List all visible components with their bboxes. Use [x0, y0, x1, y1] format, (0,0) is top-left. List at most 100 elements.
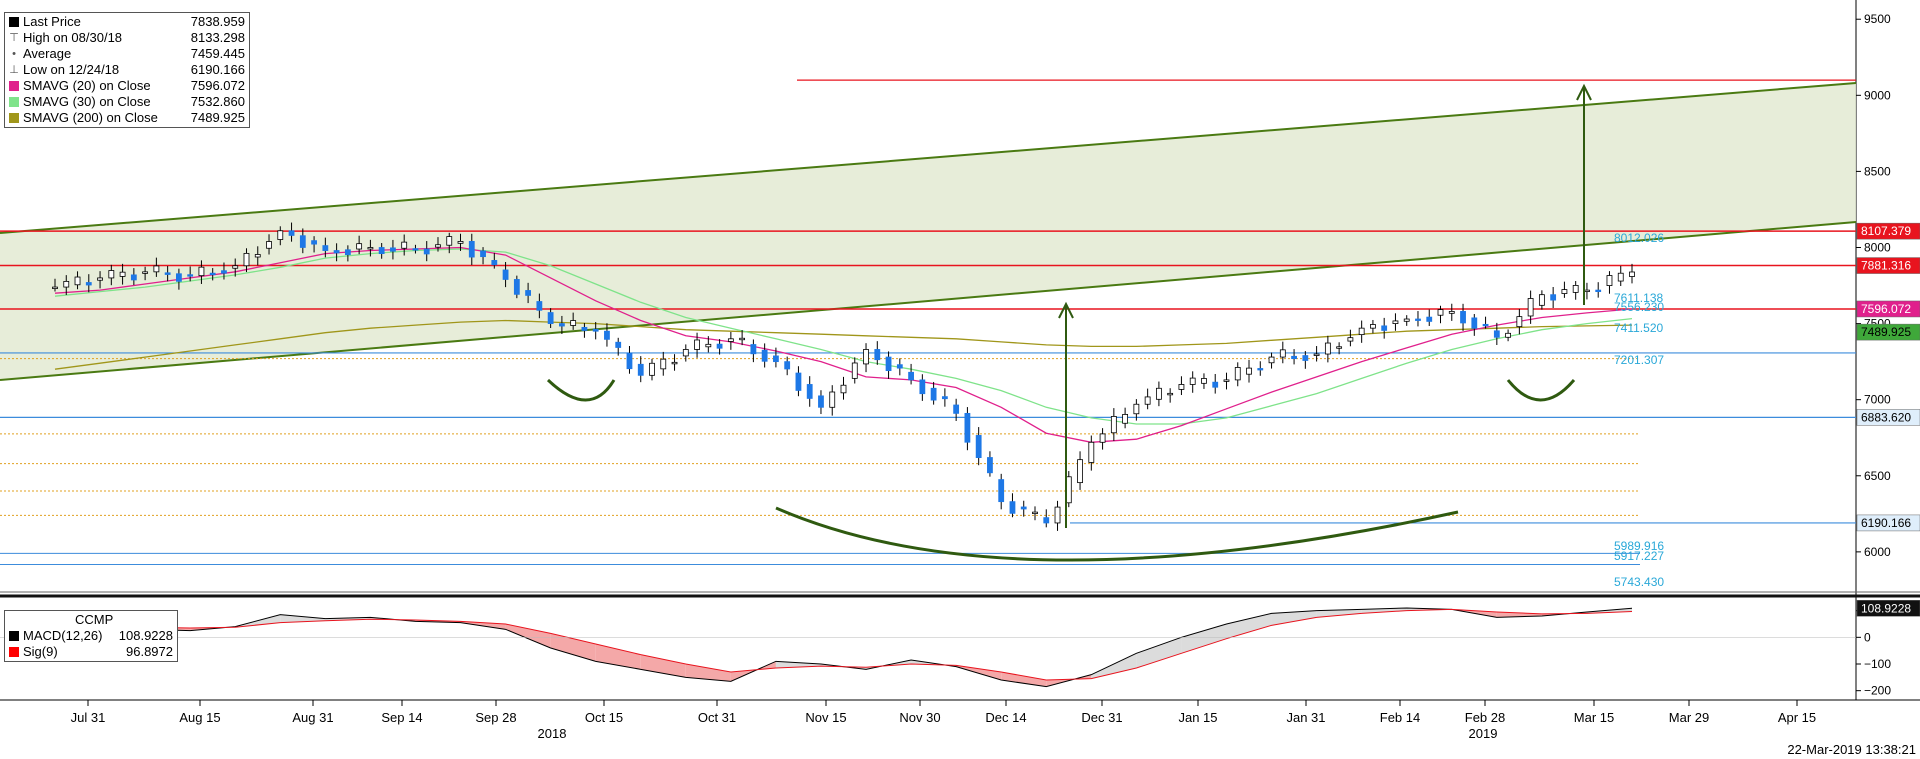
legend-row: ⊥ Low on 12/24/18 6190.166 — [9, 62, 245, 78]
right-axis-labels: 8107.379 7881.316 7596.072 7489.925 6883.620… — [1856, 222, 1920, 617]
candle-body — [660, 358, 667, 370]
level-annotation: 5917.227 — [1614, 549, 1664, 563]
candle-body — [356, 243, 363, 250]
candle-body — [1516, 316, 1523, 328]
candle-body — [863, 349, 869, 365]
candle-body — [176, 273, 182, 282]
macd-histogram-fill — [505, 624, 551, 648]
avg-marker-icon: • — [12, 48, 16, 60]
candle-body — [322, 245, 329, 251]
legend-row: ⊤ High on 08/30/18 8133.298 — [9, 30, 245, 46]
candle-body — [806, 384, 813, 399]
candle-body — [266, 241, 272, 249]
level-annotation: 5989.916 — [1614, 539, 1664, 553]
candle-body — [795, 372, 802, 391]
candle-body — [1088, 441, 1095, 463]
candle-body — [964, 412, 971, 443]
macd-histogram-fill — [550, 633, 596, 662]
candle-body — [1572, 285, 1579, 293]
candle-body — [547, 312, 554, 324]
candle-body — [164, 272, 171, 275]
candle-body — [637, 363, 644, 376]
candle-body — [1212, 381, 1219, 388]
sma200-line — [54, 319, 1633, 370]
candle-body — [851, 362, 858, 379]
candle-body — [1178, 384, 1185, 390]
target-arrow-head — [1576, 83, 1592, 101]
candle-body — [1099, 433, 1106, 443]
candle-body — [142, 271, 149, 274]
price-tag-label: 8107.379 — [1861, 224, 1911, 238]
candle-body — [536, 301, 543, 311]
candle-body — [1020, 506, 1027, 510]
legend-row: SMAVG (20) on Close 7596.072 — [9, 78, 245, 94]
candle-body — [1460, 311, 1466, 324]
sma30-line — [54, 248, 1633, 425]
price-tag — [1856, 514, 1920, 532]
price-tag-label: 7881.316 — [1861, 259, 1911, 273]
candle-body — [435, 244, 441, 248]
legend-label: SMAVG (20) on Close — [23, 78, 151, 93]
candle-body — [390, 247, 396, 252]
candle-body — [221, 270, 227, 274]
right-handle-arc — [1506, 379, 1576, 402]
level-annotation: 5743.430 — [1614, 575, 1664, 589]
candle-body — [1133, 403, 1140, 415]
candle-body — [457, 241, 464, 244]
candle-body — [1358, 327, 1365, 336]
candle-body — [1009, 501, 1016, 514]
candle-body — [615, 341, 622, 348]
candle-body — [604, 330, 610, 340]
candle-body — [502, 269, 509, 280]
legend-value: 7532.860 — [190, 94, 245, 109]
price-tag — [1856, 257, 1920, 274]
high-marker-icon: ⊤ — [9, 32, 19, 44]
price-tag — [1856, 600, 1920, 617]
candle-body — [1527, 298, 1534, 317]
left-handle-arc — [546, 378, 616, 402]
macd-histogram-fill — [1001, 672, 1047, 687]
legend-swatch-icon — [9, 97, 19, 107]
x-tick-label: Nov 30 — [899, 710, 940, 725]
candle-body — [311, 240, 317, 245]
candle-body — [682, 349, 689, 357]
candle-body — [525, 290, 531, 296]
candle-body — [829, 391, 836, 408]
y-tick-label: 9000 — [1864, 88, 1891, 102]
macd-histogram-fill — [1091, 653, 1137, 679]
candle-body — [74, 276, 81, 286]
candle-body — [705, 343, 712, 348]
candle-body — [1415, 318, 1421, 321]
x-tick-label: Sep 28 — [475, 710, 516, 725]
legend-swatch-icon — [9, 17, 19, 27]
macd-legend-value: 96.8972 — [126, 644, 173, 659]
candle-body — [1324, 342, 1331, 355]
candle-body — [1471, 317, 1478, 329]
macd-legend-value: 108.9228 — [118, 628, 173, 643]
horizontal-levels — [0, 79, 1856, 565]
candle-body — [1505, 332, 1511, 338]
legend-row: SMAVG (30) on Close 7532.860 — [9, 94, 245, 110]
candle-body — [761, 349, 768, 362]
candle-body — [649, 362, 655, 376]
candle-body — [513, 279, 520, 295]
x-tick-label: Aug 15 — [179, 710, 220, 725]
candle-body — [694, 339, 700, 350]
candle-body — [818, 395, 824, 408]
candle-body — [1370, 324, 1376, 329]
x-tick-label: Oct 15 — [585, 710, 623, 725]
candle-body — [288, 230, 295, 236]
y-tick-label: 8500 — [1864, 164, 1891, 178]
candle-body — [1595, 289, 1602, 293]
candle-body — [401, 241, 408, 249]
y-tick-label: 8000 — [1864, 240, 1891, 254]
candle-body — [1437, 309, 1444, 316]
candle-body — [378, 247, 385, 255]
y-tick-label: 7000 — [1864, 393, 1891, 407]
year-label: 2018 — [538, 726, 567, 741]
candle-body — [198, 266, 205, 277]
candle-body — [97, 277, 103, 281]
candle-body — [1381, 325, 1388, 331]
candle-body — [130, 274, 137, 281]
candle-body — [581, 326, 588, 331]
